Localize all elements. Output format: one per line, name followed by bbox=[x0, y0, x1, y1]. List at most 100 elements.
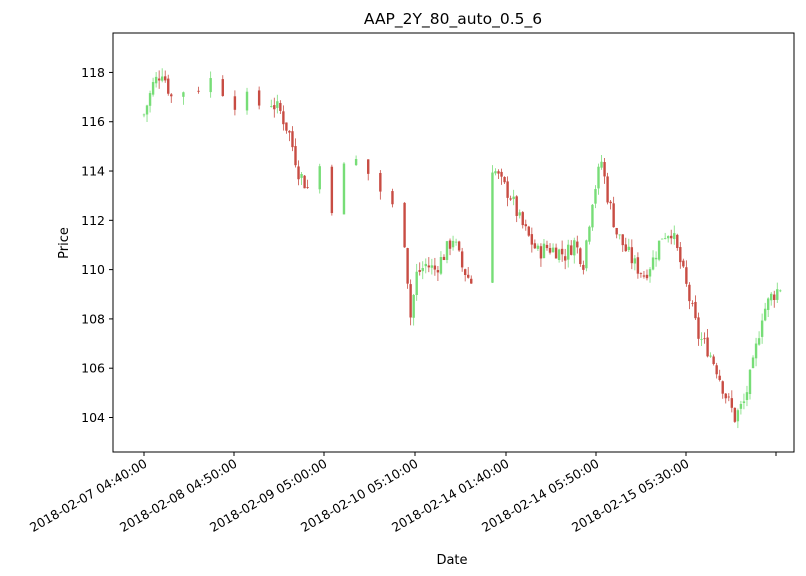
candle-body bbox=[460, 251, 464, 268]
y-tick-label: 104 bbox=[81, 410, 105, 425]
candle-body bbox=[276, 101, 279, 108]
candle-body bbox=[727, 396, 730, 398]
candle-body bbox=[524, 224, 527, 227]
candle-body bbox=[648, 269, 652, 277]
candle-body bbox=[585, 240, 588, 269]
plot-frame bbox=[112, 32, 795, 453]
candle-body bbox=[582, 264, 585, 270]
candle-body bbox=[651, 257, 655, 270]
candle-body bbox=[709, 355, 712, 357]
candle-body bbox=[430, 265, 434, 268]
candle-body bbox=[573, 240, 576, 256]
candle-body bbox=[164, 76, 167, 81]
candle-body bbox=[257, 90, 261, 106]
candle-body bbox=[588, 226, 591, 242]
candle-body bbox=[518, 212, 521, 216]
candle-body bbox=[391, 191, 394, 205]
candle-body bbox=[521, 212, 524, 226]
y-tick-label: 106 bbox=[81, 361, 105, 376]
candle-body bbox=[412, 295, 415, 318]
candle-body bbox=[682, 260, 685, 267]
candle-body bbox=[718, 375, 721, 380]
candle-body bbox=[733, 407, 737, 422]
candle-body bbox=[463, 269, 467, 275]
candle-body bbox=[615, 227, 618, 235]
candle-body bbox=[594, 189, 597, 204]
candle-body bbox=[636, 257, 640, 274]
candle-body bbox=[554, 247, 558, 259]
candle-body bbox=[579, 248, 582, 265]
candle-body bbox=[630, 247, 634, 264]
candles bbox=[142, 68, 782, 429]
candle-body bbox=[618, 234, 621, 236]
candle-body bbox=[273, 105, 276, 110]
candle-body bbox=[748, 369, 752, 394]
candle-body bbox=[779, 290, 782, 292]
candle-body bbox=[703, 338, 706, 340]
candle-body bbox=[233, 96, 237, 110]
candle-body bbox=[288, 130, 291, 133]
candle-body bbox=[354, 159, 358, 166]
candle-body bbox=[424, 263, 427, 267]
candle-body bbox=[145, 105, 149, 115]
candle-body bbox=[600, 161, 603, 168]
candle-body bbox=[763, 308, 767, 321]
candle-body bbox=[285, 122, 288, 131]
candle-body bbox=[666, 236, 670, 239]
candle-body bbox=[500, 171, 503, 177]
candle-body bbox=[536, 245, 540, 249]
candle-body bbox=[291, 131, 294, 148]
candle-body bbox=[530, 234, 534, 245]
candle-body bbox=[673, 233, 676, 240]
candle-body bbox=[770, 293, 773, 301]
candle-body bbox=[515, 196, 518, 216]
candle-body bbox=[760, 320, 764, 337]
y-tick-label: 112 bbox=[81, 213, 105, 228]
candle-body bbox=[745, 392, 749, 401]
candle-body bbox=[739, 403, 743, 409]
candle-body bbox=[533, 243, 537, 249]
candle-body bbox=[148, 93, 152, 106]
candle-body bbox=[151, 82, 155, 95]
y-axis-label: Price bbox=[57, 227, 72, 259]
candle-body bbox=[448, 240, 452, 249]
candle-body bbox=[724, 393, 727, 399]
candle-body bbox=[624, 244, 627, 252]
candle-body bbox=[527, 226, 531, 236]
candle-body bbox=[551, 247, 555, 253]
y-tick-label: 114 bbox=[81, 164, 105, 179]
candle-body bbox=[467, 274, 470, 278]
candle-body bbox=[503, 176, 506, 183]
candle-body bbox=[433, 265, 437, 270]
candle-body bbox=[679, 247, 682, 263]
candle-body bbox=[766, 298, 770, 310]
candle-body bbox=[160, 76, 164, 81]
candle-body bbox=[694, 301, 697, 319]
candle-body bbox=[154, 76, 158, 84]
candle-body bbox=[494, 171, 497, 174]
candle-body bbox=[751, 357, 755, 369]
candle-body bbox=[754, 343, 758, 359]
candle-body bbox=[591, 204, 594, 228]
candle-body bbox=[688, 284, 691, 302]
candle-body bbox=[279, 102, 282, 111]
candle-body bbox=[633, 258, 637, 264]
candle-body bbox=[567, 244, 570, 260]
candle-body bbox=[436, 270, 440, 273]
candle-body bbox=[367, 159, 370, 174]
candle-body bbox=[639, 273, 643, 274]
candle-body bbox=[603, 162, 606, 177]
candle-body bbox=[421, 268, 424, 272]
candle-body bbox=[663, 238, 667, 239]
candle-body bbox=[409, 284, 412, 318]
candle-body bbox=[570, 245, 573, 255]
candle-body bbox=[645, 274, 649, 279]
candle-body bbox=[721, 381, 724, 394]
candle-body bbox=[157, 78, 161, 81]
candle-body bbox=[167, 78, 170, 94]
candle-body bbox=[627, 246, 630, 251]
candle-body bbox=[457, 241, 461, 251]
candle-body bbox=[700, 339, 703, 341]
candle-body bbox=[685, 267, 688, 284]
candle-body bbox=[670, 235, 673, 239]
